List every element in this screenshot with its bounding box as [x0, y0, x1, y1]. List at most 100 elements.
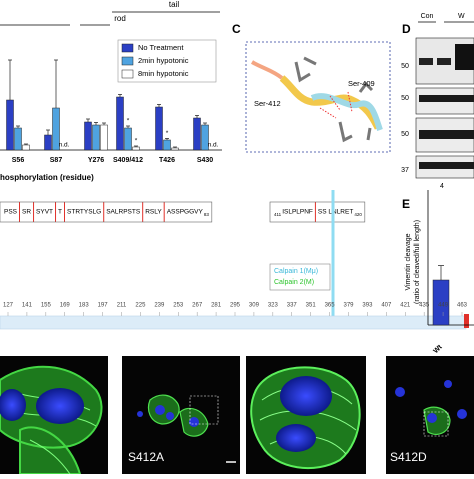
error-bar: [24, 143, 28, 145]
bar: [92, 124, 100, 151]
band: [419, 95, 474, 102]
zoom-box: [189, 395, 219, 425]
error-bar: [46, 129, 50, 135]
sequence-index: 83: [204, 212, 210, 217]
x-tick-label: S56: [12, 157, 25, 164]
bar: [116, 96, 124, 151]
micrograph: [386, 356, 474, 474]
value-label: n.d.: [59, 142, 70, 149]
bar: [193, 117, 201, 151]
panel-label: E: [402, 197, 410, 211]
panel-label: C: [232, 22, 241, 36]
calpain-legend-entry: Calpain 2(M): [274, 279, 314, 286]
position-label: 407: [381, 303, 392, 309]
footer-label: 4: [440, 183, 444, 190]
bar: [124, 127, 132, 151]
value-label: n.d.: [208, 142, 219, 149]
legend-swatch: [121, 69, 134, 79]
position-label: 393: [362, 303, 373, 309]
sequence-segment: SYVT: [36, 209, 53, 216]
nucleus: [280, 376, 332, 416]
x-tick-label: Y276: [88, 157, 104, 164]
sequence: PSS SR SYVT T STRTYSLG SALRPSTS RSLY ASSPGGVY 83…: [0, 201, 366, 223]
bar: [44, 134, 52, 151]
error-bar: [16, 125, 20, 128]
mw-marker: 37: [401, 167, 409, 174]
error-bar: [165, 138, 169, 140]
sequence-segment: ISLPLPNF: [282, 209, 313, 216]
position-label: 155: [41, 303, 52, 309]
nucleus: [155, 405, 165, 415]
tail-label: tail: [169, 0, 179, 9]
y-axis-label: (ratio of cleaved/full length): [414, 220, 421, 304]
micrograph: [0, 356, 108, 475]
nucleus: [444, 380, 452, 388]
band: [419, 162, 474, 169]
error-bar: [126, 125, 130, 128]
sequence-segment: T: [58, 209, 62, 216]
side-chains: [294, 56, 374, 143]
bar: [100, 124, 108, 151]
band: [419, 130, 474, 139]
error-bar: [94, 122, 98, 125]
band: [437, 58, 451, 65]
position-label: 435: [419, 303, 430, 309]
mw-marker: 50: [401, 95, 409, 102]
nucleus: [0, 389, 26, 421]
mw-marker: 50: [401, 131, 409, 138]
nucleus: [457, 409, 467, 419]
sequence-index: 420: [354, 212, 362, 217]
end-marker: [464, 314, 469, 328]
calpain-legend: [269, 263, 331, 291]
error-bar: [173, 146, 177, 148]
position-label: 463: [457, 303, 468, 309]
sequence-segment: STRTYSLG: [67, 209, 101, 216]
error-bar: [54, 59, 58, 108]
x-tick-label: S409/412: [113, 157, 143, 164]
position-label: 421: [400, 303, 411, 309]
position-label: 281: [211, 303, 222, 309]
error-bar: [157, 104, 161, 107]
sequence-box: [269, 201, 366, 223]
zoom-box: [423, 411, 449, 437]
x-axis-label: hosphorylation (residue): [0, 173, 94, 182]
nucleus: [36, 388, 84, 424]
x-tick-label: S430: [197, 157, 213, 164]
position-label: 323: [268, 303, 279, 309]
error-bar: [118, 94, 122, 97]
sequence-segment: RSLY: [145, 209, 162, 216]
x-tick-label: Wt: [432, 343, 444, 355]
band: [419, 58, 433, 65]
value-label: *: [135, 138, 138, 145]
position-label: 309: [249, 303, 260, 309]
residue-label: Ser-409: [348, 79, 375, 88]
error-bar: [8, 59, 12, 100]
legend-label: No Treatment: [138, 43, 184, 52]
image-label: S412A: [128, 450, 164, 464]
sequence-segment: ASSPGGVY: [167, 209, 204, 216]
legend-label: 2min hypotonic: [138, 56, 189, 65]
h-bonds: [319, 91, 353, 119]
backbone: [250, 60, 284, 80]
legend-label: 8min hypotonic: [138, 69, 189, 78]
legend-box: [117, 39, 217, 83]
position-label: 197: [98, 303, 109, 309]
sequence-segment: SR: [22, 209, 31, 216]
value-label: *: [166, 130, 169, 137]
image-label: S412D: [390, 450, 427, 464]
value-label: *: [127, 118, 130, 125]
position-label: 239: [154, 303, 165, 309]
nucleus: [137, 411, 143, 417]
bar: [132, 146, 140, 151]
nucleus: [427, 413, 437, 423]
y-axis-label: Vimentin cleavage: [405, 233, 412, 290]
bar: [171, 147, 179, 151]
sequence-box: [0, 201, 213, 223]
bar: [163, 139, 171, 151]
position-label: 449: [438, 303, 449, 309]
bar: [155, 106, 163, 151]
rod-label: rod: [114, 14, 126, 23]
position-label: 365: [325, 303, 336, 309]
